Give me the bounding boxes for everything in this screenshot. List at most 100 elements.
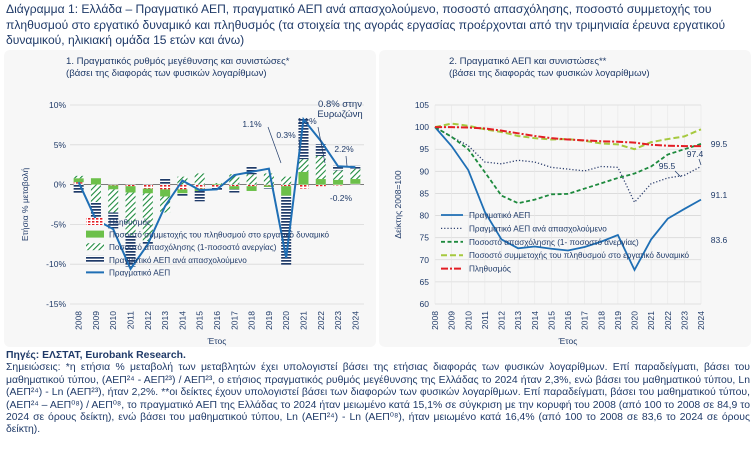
x-tick-label: 2014	[177, 311, 187, 330]
bar-segment	[160, 178, 171, 185]
y-tick-label: 80	[420, 211, 430, 221]
legend-swatch	[86, 255, 104, 263]
x-tick-label: 2014	[530, 311, 540, 330]
legend-swatch	[86, 230, 104, 238]
x-tick-label: 2009	[91, 311, 101, 330]
x-tick-label: 2010	[108, 311, 118, 330]
x-tick-label: 2018	[247, 311, 257, 330]
bar-segment	[350, 183, 361, 185]
x-tick-label: 2018	[596, 311, 606, 330]
bar-segment	[246, 166, 257, 175]
x-tick-label: 2015	[195, 311, 205, 330]
legend-label: Πληθυσμός	[469, 265, 511, 274]
bar-segment	[160, 189, 171, 197]
x-tick-label: 2024	[696, 311, 706, 330]
y-tick-label: 10%	[49, 100, 66, 110]
x-tick-label: 2022	[316, 311, 326, 330]
bar-segment	[246, 184, 257, 187]
chart2-title: 2. Πραγματικό ΑΕΠ και συνιστώσες**	[449, 56, 607, 67]
annotation: 2.2%	[334, 144, 354, 154]
x-axis-label: Έτος	[207, 336, 227, 346]
annotation: 0.8% στην	[318, 99, 362, 110]
annotation: 1.1%	[297, 116, 317, 126]
annotation: 83.6	[711, 235, 728, 245]
legend-label: Πραγματικό ΑΕΠ	[109, 268, 170, 277]
bar-segment	[246, 186, 257, 191]
x-tick-label: 2008	[74, 311, 84, 330]
y-axis-label: Δείκτης 2008=100	[393, 170, 403, 238]
x-tick-label: 2017	[229, 311, 239, 330]
x-tick-label: 2017	[580, 311, 590, 330]
y-tick-label: -10%	[46, 259, 66, 269]
bar-segment	[108, 189, 119, 213]
sources-text: Πηγές: ΕΛΣΤΑΤ, Eurobank Research.	[6, 350, 186, 361]
annotation-leader	[267, 126, 282, 164]
bar-segment	[160, 184, 171, 190]
x-tick-label: 2024	[350, 311, 360, 330]
x-axis-label: Έτος	[558, 336, 578, 346]
y-tick-label: 90	[420, 166, 430, 176]
bar-segment	[142, 184, 153, 189]
bar-segment	[90, 184, 101, 203]
x-tick-label: 2011	[126, 311, 136, 330]
legend-label: Πληθυσμός	[109, 218, 151, 227]
x-tick-label: 2022	[663, 311, 673, 330]
legend-swatch	[86, 243, 104, 251]
x-tick-label: 2013	[160, 311, 170, 330]
bar-segment	[298, 118, 309, 160]
x-tick-label: 2021	[298, 311, 308, 330]
bar-segment	[194, 184, 205, 189]
series-line	[434, 126, 702, 205]
x-tick-label: 2023	[679, 311, 689, 330]
annotation-leader	[298, 138, 301, 151]
chart2-svg: 60 65 70 75 80 85 90 95 100 105 2008 2009 2010 2011 20…	[393, 100, 728, 346]
chart2-title-block: 2. Πραγματικό ΑΕΠ και συνιστώσες** (βάσε…	[449, 56, 650, 79]
annotation: -0.2%	[330, 193, 353, 203]
bar-segment	[281, 184, 292, 187]
bar-segment	[333, 165, 344, 171]
bar-segment	[194, 173, 205, 185]
bar-segment	[194, 190, 205, 202]
legend-label: Ποσοστό συμμετοχής του πληθυσμού στο εργ…	[469, 251, 690, 260]
x-tick-label: 2008	[430, 311, 440, 330]
bar-segment	[333, 179, 344, 185]
bar-segment	[177, 189, 188, 194]
x-tick-label: 2016	[563, 311, 573, 330]
figure-title: Διάγραμμα 1: Ελλάδα – Πραγματικό ΑΕΠ, πρ…	[6, 2, 726, 47]
annotation-leader	[317, 126, 326, 164]
x-tick-label: 2019	[613, 311, 623, 330]
annotation: 91.1	[711, 190, 728, 200]
bar-segment	[350, 168, 361, 180]
bar-segment	[315, 144, 326, 156]
y-tick-label: 75	[420, 233, 430, 243]
bar-segment	[281, 186, 292, 196]
y-tick-label: -15%	[46, 299, 66, 309]
chart2-subtitle: (βάσει της διαφοράς των φυσικών λογαρίθμ…	[449, 67, 650, 79]
x-tick-label: 2009	[447, 311, 457, 330]
notes-text: Σημειώσεις: *η ετήσια % μεταβολή των μετ…	[6, 362, 750, 436]
legend-label: Πραγματικό ΑΕΠ	[469, 211, 530, 220]
chart1-title: 1. Πραγματικός ρυθμός μεγέθυνσης και συν…	[66, 56, 290, 67]
bar-segment	[73, 175, 84, 179]
bar-segment	[246, 174, 257, 185]
bar-segment	[263, 186, 274, 189]
x-tick-label: 2021	[646, 311, 656, 330]
bar-segment	[108, 185, 119, 190]
bar-segment	[229, 174, 240, 185]
bar-segment	[73, 178, 84, 183]
bar-segment	[315, 155, 326, 180]
bar-segment	[350, 179, 361, 184]
annotation: 99.5	[711, 139, 728, 149]
legend-label: Ποσοστό απασχόλησης (1- ποσοστό ανεργίας…	[469, 238, 639, 247]
bar-segment	[281, 176, 292, 185]
chart-panel-growth: 1. Πραγματικός ρυθμός μεγέθυνσης και συν…	[4, 50, 376, 347]
bar-segment	[298, 184, 309, 189]
y-tick-label: 60	[420, 299, 430, 309]
x-tick-label: 2020	[630, 311, 640, 330]
x-tick-label: 2012	[143, 311, 153, 330]
bar-segment	[142, 193, 153, 242]
chart1-svg: -15% -10% -5% 0% 5% 10% Ετήσια % μεταβολή 2008 2…	[20, 99, 364, 346]
legend-label: Πραγματικό ΑΕΠ ανά απασχολούμενο	[109, 256, 247, 265]
bar-segment	[263, 185, 274, 187]
bar-segment	[125, 192, 136, 236]
